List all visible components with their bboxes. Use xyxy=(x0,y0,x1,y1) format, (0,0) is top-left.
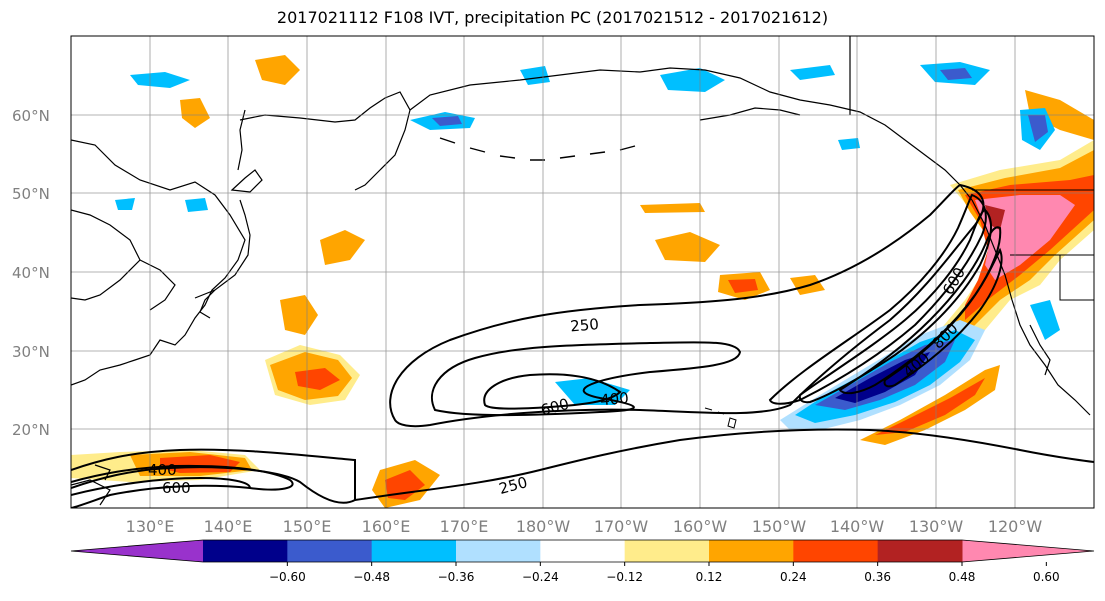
lon-label-130w: 130°W xyxy=(909,517,964,536)
colorbar-tick-label: −0.12 xyxy=(606,570,643,584)
lat-label-30n: 30°N xyxy=(12,343,50,361)
contour-label-400-b: 400 xyxy=(148,461,177,479)
lat-label-20n: 20°N xyxy=(12,421,50,439)
lon-label-180w: 180°W xyxy=(516,517,571,536)
colorbar-segment xyxy=(877,540,963,562)
lat-label-60n: 60°N xyxy=(12,107,50,125)
colorbar-tick-label: 0.24 xyxy=(780,570,807,584)
colorbar-tick-label: −0.60 xyxy=(269,570,306,584)
colorbar-tick-label: 0.36 xyxy=(864,570,891,584)
ivt-contours xyxy=(71,183,1094,508)
colorbar-segment xyxy=(287,540,373,562)
colorbar-tick-label: 0.12 xyxy=(696,570,723,584)
colorbar-tick-label: 0.60 xyxy=(1033,570,1060,584)
lon-label-130e: 130°E xyxy=(126,517,175,536)
colorbar-segment xyxy=(709,540,794,562)
lon-label-140w: 140°W xyxy=(830,517,885,536)
colorbar-tick-label: 0.48 xyxy=(949,570,976,584)
colorbar-outline xyxy=(70,539,1095,563)
lat-label-50n: 50°N xyxy=(12,185,50,203)
contour-label-600-b: 600 xyxy=(162,479,191,497)
colorbar-tick-label: −0.48 xyxy=(353,570,390,584)
colorbar-segment xyxy=(624,540,710,562)
colorbar-tick-label: −0.24 xyxy=(522,570,559,584)
colorbar-segment xyxy=(371,540,457,562)
colorbar-segment xyxy=(203,540,288,562)
contour-label-400-a: 400 xyxy=(599,389,629,409)
lon-label-160w: 160°W xyxy=(673,517,728,536)
colorbar-extend-max xyxy=(962,540,1094,562)
colorbar-segment xyxy=(456,540,541,562)
latitude-labels: 60°N 50°N 40°N 30°N 20°N xyxy=(12,107,50,439)
colorbar-segment xyxy=(793,540,879,562)
lat-label-40n: 40°N xyxy=(12,264,50,282)
map-title: 2017021112 F108 IVT, precipitation PC (2… xyxy=(276,8,829,27)
gridlines xyxy=(71,36,1094,508)
lon-label-150w: 150°W xyxy=(752,517,807,536)
lon-label-140e: 140°E xyxy=(204,517,253,536)
lon-label-120w: 120°W xyxy=(988,517,1043,536)
colorbar-extend-min xyxy=(71,540,203,562)
colorbar: −0.60 −0.48 −0.36 −0.24 −0.12 0.12 0.24 0.36 0.4… xyxy=(70,539,1095,584)
lon-label-150e: 150°E xyxy=(283,517,332,536)
longitude-labels: 130°E 140°E 150°E 160°E 170°E 180°W 170°… xyxy=(126,517,1043,536)
precip-shading xyxy=(71,55,1094,508)
lon-label-170w: 170°W xyxy=(594,517,649,536)
lon-label-170e: 170°E xyxy=(440,517,489,536)
colorbar-tick-label: −0.36 xyxy=(438,570,475,584)
contour-label-250-a: 250 xyxy=(570,315,600,335)
colorbar-segment xyxy=(540,540,626,562)
map-frame xyxy=(70,35,1095,509)
lon-label-160e: 160°E xyxy=(362,517,411,536)
